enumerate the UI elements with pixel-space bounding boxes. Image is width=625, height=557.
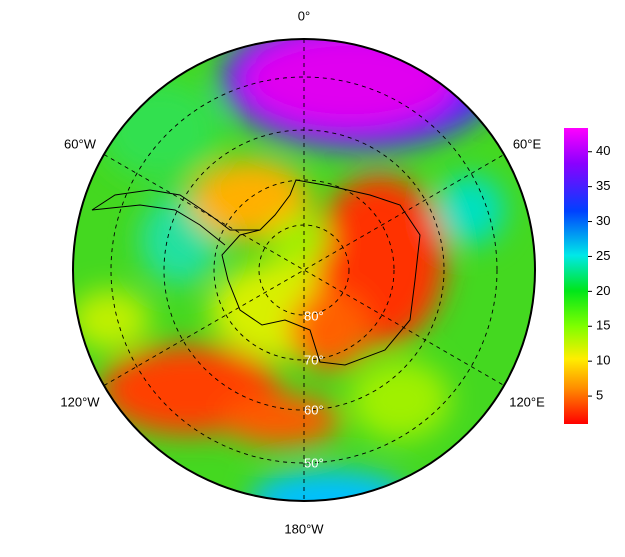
colorbar-tick-label: 5 xyxy=(596,388,603,403)
colorbar-tick-label: 25 xyxy=(596,248,610,263)
field xyxy=(73,39,535,501)
lon-label: 0° xyxy=(298,8,310,23)
longitude-labels: 0° 60°E 120°E 180°W 120°W 60°W xyxy=(60,8,545,536)
colorbar-tick-label: 35 xyxy=(596,178,610,193)
lon-label: 60°W xyxy=(64,136,97,151)
peninsula xyxy=(91,189,260,246)
colorbar-ticks: 5 10 15 20 25 30 35 40 xyxy=(588,143,610,403)
lon-label: 180°W xyxy=(284,521,324,536)
lon-label: 60°E xyxy=(513,136,542,151)
lat-label: 60° xyxy=(304,402,324,417)
colorbar-tick-label: 30 xyxy=(596,213,610,228)
map-border xyxy=(72,38,536,502)
lat-label: 80° xyxy=(304,308,324,323)
colorbar-tick-label: 20 xyxy=(596,283,610,298)
lat-label: 50° xyxy=(304,455,324,470)
colorbar-tick-label: 40 xyxy=(596,143,610,158)
lon-label: 120°W xyxy=(60,394,100,409)
coastline xyxy=(221,179,421,366)
colorbar-tick-label: 10 xyxy=(596,353,610,368)
lat-label: 70° xyxy=(304,352,324,367)
graticule xyxy=(103,39,505,501)
latitude-labels: 80° 70° 60° 50° xyxy=(304,308,324,470)
colorbar-tick-label: 15 xyxy=(596,318,610,333)
lon-label: 120°E xyxy=(509,394,545,409)
colorbar xyxy=(564,128,588,424)
